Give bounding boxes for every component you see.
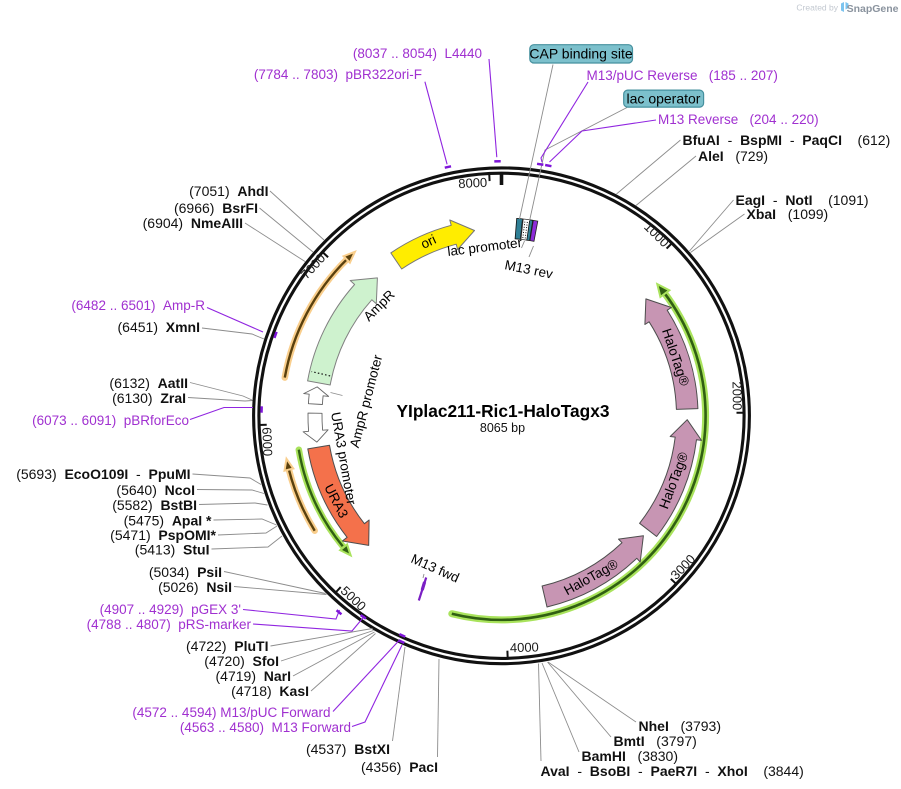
svg-text:8000: 8000 (458, 175, 488, 191)
svg-text:ori: ori (418, 232, 438, 252)
svg-text:M13/pUC Reverse (185 .. 207): M13/pUC Reverse (185 .. 207) (587, 68, 778, 83)
svg-text:(6904) NmeAIII: (6904) NmeAIII (143, 215, 243, 231)
svg-text:7000: 7000 (298, 251, 329, 282)
svg-text:Created by: Created by (796, 3, 838, 13)
svg-text:(4907 .. 4929) pGEX 3': (4907 .. 4929) pGEX 3' (100, 602, 241, 617)
svg-text:YIplac211-Ric1-HaloTagx3: YIplac211-Ric1-HaloTagx3 (397, 401, 610, 421)
svg-text:6000: 6000 (259, 427, 275, 456)
svg-text:(4720) SfoI: (4720) SfoI (204, 653, 279, 669)
svg-text:8065 bp: 8065 bp (480, 421, 525, 435)
svg-text:(5034) PsiI: (5034) PsiI (149, 564, 222, 580)
svg-text:BmtI (3797): BmtI (3797) (614, 733, 697, 749)
svg-text:M13 Reverse (204 .. 220): M13 Reverse (204 .. 220) (658, 112, 819, 127)
svg-text:(6073 .. 6091) pBRforEco: (6073 .. 6091) pBRforEco (32, 413, 189, 428)
svg-text:SnapGene: SnapGene (847, 3, 899, 15)
svg-text:AmpR promoter: AmpR promoter (347, 353, 386, 449)
svg-text:(5640) NcoI: (5640) NcoI (116, 482, 195, 498)
svg-text:(5475) ApaI *: (5475) ApaI * (124, 513, 212, 529)
svg-text:(7784 .. 7803) pBR322ori-F: (7784 .. 7803) pBR322ori-F (254, 67, 422, 82)
svg-text:(5413) StuI: (5413) StuI (135, 542, 210, 558)
svg-text:EagI - NotI (1091): EagI - NotI (1091) (736, 192, 869, 208)
svg-text:(4563 .. 4580) M13 Forward: (4563 .. 4580) M13 Forward (180, 720, 351, 735)
svg-text:4000: 4000 (510, 639, 539, 655)
svg-text:(6451) XmnI: (6451) XmnI (118, 319, 200, 335)
svg-text:(6966) BsrFI: (6966) BsrFI (174, 200, 258, 216)
svg-text:(6130) ZraI: (6130) ZraI (112, 390, 186, 406)
svg-text:BfuAI - BspMI - PaqCI (: BfuAI - BspMI - PaqCI (612) (683, 132, 891, 148)
svg-text:CAP binding site: CAP binding site (529, 46, 632, 62)
svg-text:(5471) PspOMI*: (5471) PspOMI* (110, 527, 216, 543)
svg-text:lac operator: lac operator (627, 91, 701, 107)
svg-text:AleI (729): AleI (729) (698, 148, 768, 164)
svg-text:(5026) NsiI: (5026) NsiI (158, 579, 232, 595)
svg-text:(4537) BstXI: (4537) BstXI (306, 741, 390, 757)
svg-text:1000: 1000 (641, 219, 672, 250)
svg-text:AvaI - BsoBI - PaeR7I -: AvaI - BsoBI - PaeR7I - XhoI (3844) (541, 763, 804, 779)
svg-text:(6132) AatII: (6132) AatII (109, 375, 188, 391)
svg-text:(8037 .. 8054) L4440: (8037 .. 8054) L4440 (353, 46, 482, 61)
svg-text:BamHI (3830): BamHI (3830) (582, 748, 679, 764)
svg-text:M13 fwd: M13 fwd (409, 551, 462, 585)
svg-text:NheI (3793): NheI (3793) (639, 718, 721, 734)
svg-text:(4719) NarI: (4719) NarI (216, 668, 291, 684)
svg-text:(5582) BstBI: (5582) BstBI (112, 497, 197, 513)
svg-text:(6482 .. 6501) Amp-R: (6482 .. 6501) Amp-R (71, 298, 205, 313)
svg-text:(4722) PluTI: (4722) PluTI (186, 638, 268, 654)
svg-text:(4572 .. 4594) M13/pUC Forward: (4572 .. 4594) M13/pUC Forward (132, 705, 330, 720)
svg-text:M13 rev: M13 rev (503, 257, 554, 281)
svg-text:(5693) EcoO109I - PpuMI: (5693) EcoO109I - PpuMI (16, 466, 190, 482)
svg-text:2000: 2000 (730, 381, 745, 410)
svg-text:(4356) PacI: (4356) PacI (361, 759, 438, 775)
svg-text:(7051) AhdI: (7051) AhdI (189, 183, 268, 199)
svg-text:(4788 .. 4807) pRS-marker: (4788 .. 4807) pRS-marker (87, 617, 252, 632)
svg-text:XbaI (1099): XbaI (1099) (747, 206, 829, 222)
svg-text:(4718) KasI: (4718) KasI (231, 683, 309, 699)
